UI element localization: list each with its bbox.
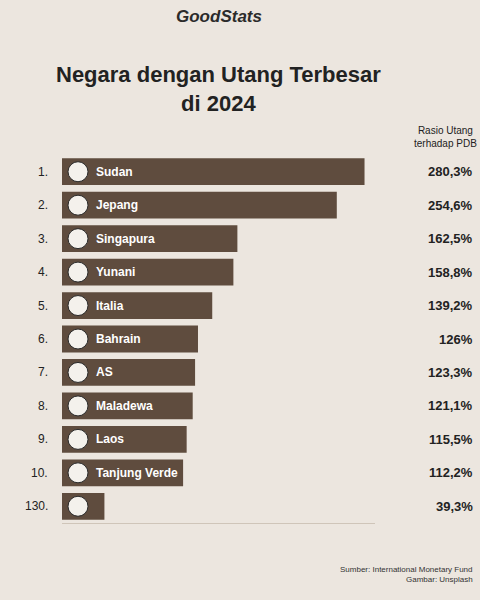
svg-text:Sumber: International Monetary: Sumber: International Monetary Fund <box>340 565 473 574</box>
svg-text:126%: 126% <box>439 332 473 347</box>
svg-text:Italia: Italia <box>96 299 124 313</box>
svg-text:Maladewa: Maladewa <box>96 399 153 413</box>
svg-text:Jepang: Jepang <box>96 198 138 212</box>
svg-text:3.: 3. <box>38 232 48 246</box>
svg-text:2.: 2. <box>38 198 48 212</box>
svg-text:162,5%: 162,5% <box>428 231 473 246</box>
svg-text:10.: 10. <box>31 466 48 480</box>
svg-text:139,2%: 139,2% <box>428 298 473 313</box>
svg-text:Rasio Utangterhadap PDB: Rasio Utangterhadap PDB <box>414 125 477 149</box>
svg-text:GoodStats: GoodStats <box>176 7 262 26</box>
svg-text:158,8%: 158,8% <box>428 265 473 280</box>
svg-text:Negara dengan Utang Terbesardi: Negara dengan Utang Terbesardi 2024 <box>56 62 381 116</box>
svg-text:6.: 6. <box>38 332 48 346</box>
svg-text:254,6%: 254,6% <box>428 198 473 213</box>
svg-text:115,5%: 115,5% <box>429 432 473 447</box>
svg-text:130.: 130. <box>25 499 48 513</box>
svg-text:1.: 1. <box>38 165 48 179</box>
svg-text:8.: 8. <box>38 399 48 413</box>
svg-text:7.: 7. <box>38 365 48 379</box>
svg-text:5.: 5. <box>38 299 48 313</box>
svg-text:AS: AS <box>96 365 113 379</box>
svg-text:121,1%: 121,1% <box>428 398 473 413</box>
svg-text:4.: 4. <box>38 265 48 279</box>
svg-text:Sudan: Sudan <box>96 165 133 179</box>
svg-text:9.: 9. <box>38 432 48 446</box>
svg-text:Yunani: Yunani <box>96 265 135 279</box>
svg-text:123,3%: 123,3% <box>428 365 473 380</box>
svg-text:Bahrain: Bahrain <box>96 332 141 346</box>
svg-text:Tanjung Verde: Tanjung Verde <box>96 466 178 480</box>
svg-text:Singapura: Singapura <box>96 232 155 246</box>
svg-text:280,3%: 280,3% <box>428 164 473 179</box>
svg-text:Laos: Laos <box>96 432 124 446</box>
svg-text:Gambar: Unsplash: Gambar: Unsplash <box>406 575 473 584</box>
svg-text:112,2%: 112,2% <box>429 465 473 480</box>
svg-text:39,3%: 39,3% <box>436 499 473 514</box>
